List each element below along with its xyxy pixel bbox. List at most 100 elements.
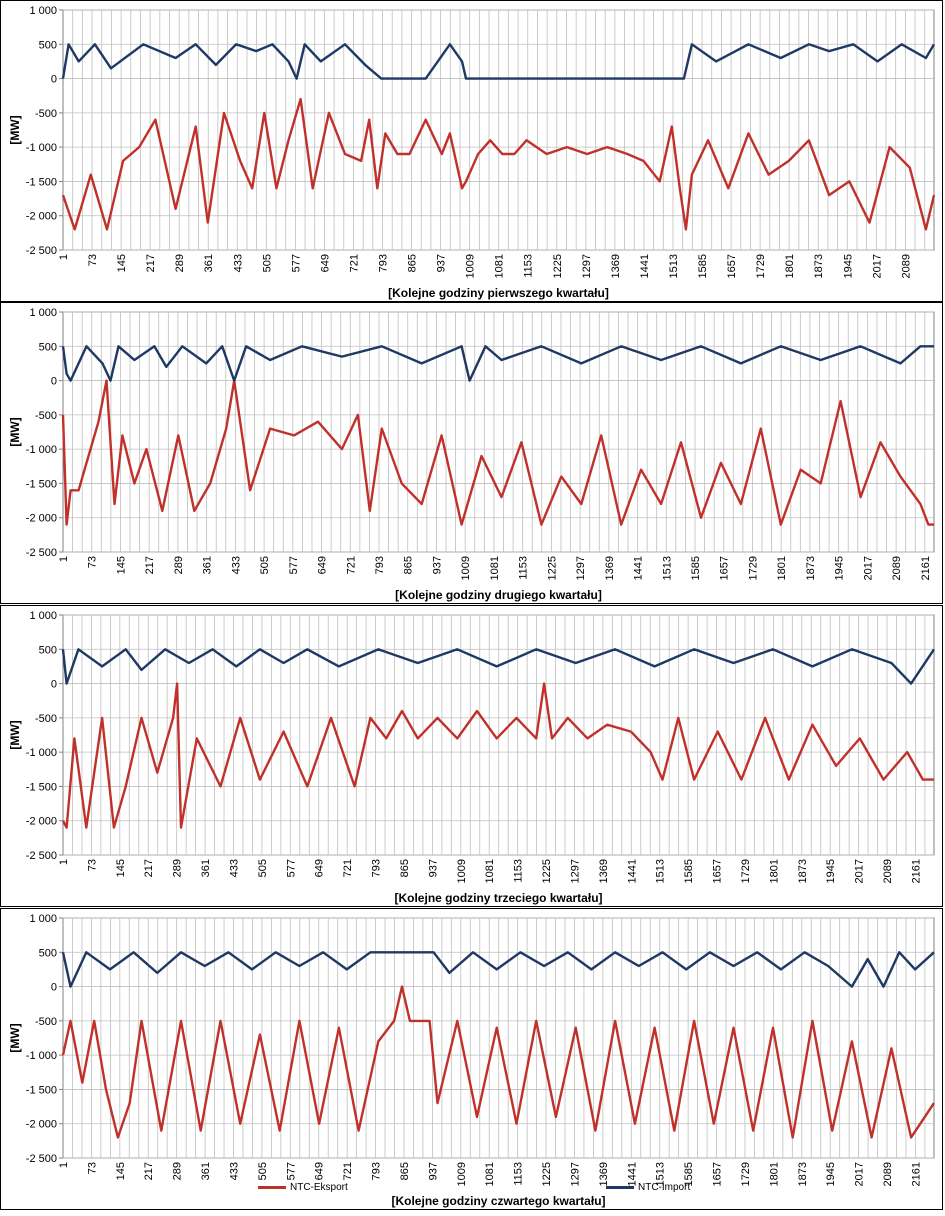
- x-tick-label: 1801: [768, 859, 780, 883]
- x-tick-label: 73: [86, 859, 98, 871]
- x-tick-label: 217: [143, 1162, 155, 1180]
- x-tick-label: 505: [257, 859, 269, 877]
- x-tick-label: 1873: [797, 1162, 809, 1186]
- chart-panel-4: 1 000 500 0 -500 -1 000 -1 500 -2 000 -2 500 1 73…: [0, 908, 943, 1210]
- x-tick-label: 1153: [523, 254, 535, 278]
- x-tick-label: 1729: [747, 556, 759, 580]
- x-tick-label: 2089: [891, 556, 903, 580]
- legend-item-import: NTC-Import: [606, 1182, 690, 1193]
- x-tick-label: 2161: [910, 859, 922, 883]
- y-tick-label: 0: [51, 679, 57, 691]
- y-tick-label: -500: [35, 1016, 57, 1028]
- x-tick-label: 289: [172, 1162, 184, 1180]
- legend-swatch-import: [606, 1186, 634, 1189]
- x-tick-label: 1441: [626, 1162, 638, 1186]
- x-tick-label: 1: [58, 254, 70, 260]
- x-tick-label: 1585: [697, 254, 709, 278]
- y-tick-label: -2 000: [26, 1119, 57, 1131]
- x-tick-label: 1657: [726, 254, 738, 278]
- x-tick-label: 1153: [518, 556, 530, 580]
- x-tick-label: 937: [436, 254, 448, 272]
- x-tick-label: 289: [174, 254, 186, 272]
- x-tick-label: 1009: [456, 1162, 468, 1186]
- y-tick-label: -500: [35, 713, 57, 725]
- x-tick-label: 1657: [712, 1162, 724, 1186]
- x-tick-label: 1873: [805, 556, 817, 580]
- chart-panel-1: 1 000 500 0 -500 -1 000 -1 500 -2 000 -2 500 1 73…: [0, 0, 943, 302]
- y-tick-label: -2 000: [26, 211, 57, 223]
- series-line-import: [61, 951, 935, 988]
- y-tick-label: 1 000: [29, 307, 57, 319]
- x-tick-label: 1081: [484, 859, 496, 883]
- x-tick-label: 721: [348, 254, 360, 272]
- y-tick-label: 500: [39, 947, 57, 959]
- x-tick-label: 505: [257, 1162, 269, 1180]
- x-tick-label: 289: [172, 859, 184, 877]
- x-tick-label: 865: [399, 859, 411, 877]
- x-tick-label: 433: [228, 859, 240, 877]
- x-tick-label: 2017: [854, 1162, 866, 1186]
- x-tick-label: 577: [290, 254, 302, 272]
- series-line-export: [61, 985, 935, 1139]
- legend-item-export: NTC-Eksport: [258, 1182, 348, 1193]
- y-tick-label: 1 000: [29, 5, 57, 17]
- x-tick-label: 1369: [598, 1162, 610, 1186]
- y-tick-label: -2 500: [26, 547, 57, 559]
- x-tick-label: 361: [203, 254, 215, 272]
- series-line-import: [61, 43, 936, 80]
- y-tick-label: -1 500: [26, 176, 57, 188]
- x-tick-label: 1081: [494, 254, 506, 278]
- legend-label-export: NTC-Eksport: [290, 1182, 348, 1193]
- x-tick-label: 1945: [842, 254, 854, 278]
- x-tick-label: 1153: [513, 1162, 525, 1186]
- x-tick-label: 1585: [683, 859, 695, 883]
- y-tick-label: -500: [35, 108, 57, 120]
- y-tick-label: -1 500: [26, 478, 57, 490]
- y-tick-label: 0: [51, 74, 57, 86]
- x-tick-label: 937: [427, 859, 439, 877]
- x-tick-label: 1153: [513, 859, 525, 883]
- x-tick-label: 361: [200, 859, 212, 877]
- x-tick-label: 937: [431, 556, 443, 574]
- x-tick-label: 1009: [456, 859, 468, 883]
- x-tick-label: 1729: [755, 254, 767, 278]
- plot-area: [62, 311, 935, 553]
- x-tick-label: 145: [116, 254, 128, 272]
- x-tick-label: 145: [115, 1162, 127, 1180]
- y-tick-label: -500: [35, 410, 57, 422]
- y-tick-label: -2 500: [26, 1153, 57, 1165]
- x-tick-label: 721: [345, 556, 357, 574]
- x-tick-label: 1945: [825, 1162, 837, 1186]
- y-tick-label: -1 000: [26, 142, 57, 154]
- x-tick-label: 1585: [683, 1162, 695, 1186]
- x-tick-label: 1441: [633, 556, 645, 580]
- series-line-import: [61, 345, 934, 382]
- x-tick-label: 1513: [661, 556, 673, 580]
- y-axis-label: [MW]: [8, 115, 22, 144]
- x-tick-label: 1369: [604, 556, 616, 580]
- x-tick-label: 1: [58, 859, 70, 865]
- chart-panel-2: 1 000 500 0 -500 -1 000 -1 500 -2 000 -2 500 1 73…: [0, 302, 943, 604]
- x-tick-label: 73: [87, 556, 99, 568]
- x-tick-label: 1225: [541, 1162, 553, 1186]
- y-tick-label: -2 500: [26, 850, 57, 862]
- x-tick-label: 1873: [813, 254, 825, 278]
- x-tick-label: 1369: [598, 859, 610, 883]
- x-tick-label: 505: [261, 254, 273, 272]
- y-tick-label: 500: [39, 644, 57, 656]
- x-tick-label: 1729: [740, 1162, 752, 1186]
- series-line-export: [61, 379, 934, 526]
- x-tick-label: 865: [399, 1162, 411, 1180]
- y-tick-label: -2 500: [26, 245, 57, 257]
- x-tick-label: 721: [342, 859, 354, 877]
- x-tick-label: 793: [378, 254, 390, 272]
- x-tick-label: 217: [144, 556, 156, 574]
- x-tick-label: 1585: [690, 556, 702, 580]
- x-tick-label: 73: [86, 1162, 98, 1174]
- x-tick-label: 1369: [610, 254, 622, 278]
- y-tick-label: 0: [51, 376, 57, 388]
- x-tick-label: 1513: [655, 1162, 667, 1186]
- y-tick-label: -2 000: [26, 816, 57, 828]
